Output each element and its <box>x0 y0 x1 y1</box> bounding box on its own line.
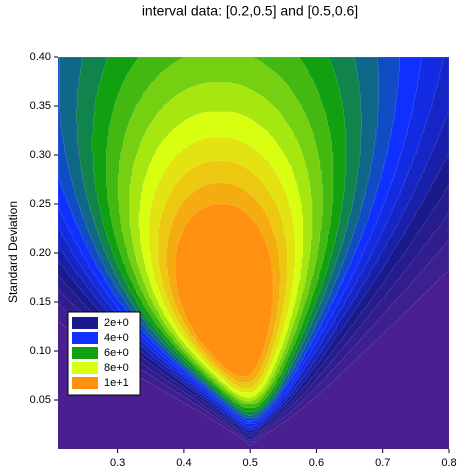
y-tick-label: 0.35 <box>30 100 51 112</box>
x-tick-label: 0.5 <box>243 457 258 469</box>
y-tick-label: 0.40 <box>30 51 51 63</box>
x-tick-label: 0.6 <box>309 457 324 469</box>
legend-label: 6e+0 <box>104 347 129 359</box>
legend: 2e+0 4e+0 6e+0 8e+0 1e+1 <box>67 311 141 396</box>
legend-swatch <box>72 347 98 359</box>
x-tick-label: 0.4 <box>176 457 191 469</box>
legend-swatch <box>72 362 98 374</box>
y-tick-label: 0.20 <box>30 247 51 259</box>
x-tick-label: 0.3 <box>110 457 125 469</box>
y-tick-label: 0.15 <box>30 296 51 308</box>
y-tick-label: 0.30 <box>30 149 51 161</box>
legend-swatch <box>72 332 98 344</box>
y-axis-label: Standard Deviation <box>6 201 20 303</box>
y-tick-label: 0.05 <box>30 394 51 406</box>
legend-label: 4e+0 <box>104 332 129 344</box>
plot-area <box>58 57 449 449</box>
legend-swatch <box>72 317 98 329</box>
legend-label: 1e+1 <box>104 377 129 389</box>
x-tick-label: 0.7 <box>375 457 390 469</box>
legend-swatch <box>72 377 98 389</box>
legend-label: 8e+0 <box>104 362 129 374</box>
chart-title: interval data: [0.2,0.5] and [0.5,0.6] <box>142 3 358 19</box>
legend-label: 2e+0 <box>104 317 129 329</box>
y-tick-label: 0.10 <box>30 345 51 357</box>
contour-region <box>175 203 274 377</box>
y-tick-label: 0.25 <box>30 198 51 210</box>
x-tick-label: 0.8 <box>441 457 456 469</box>
